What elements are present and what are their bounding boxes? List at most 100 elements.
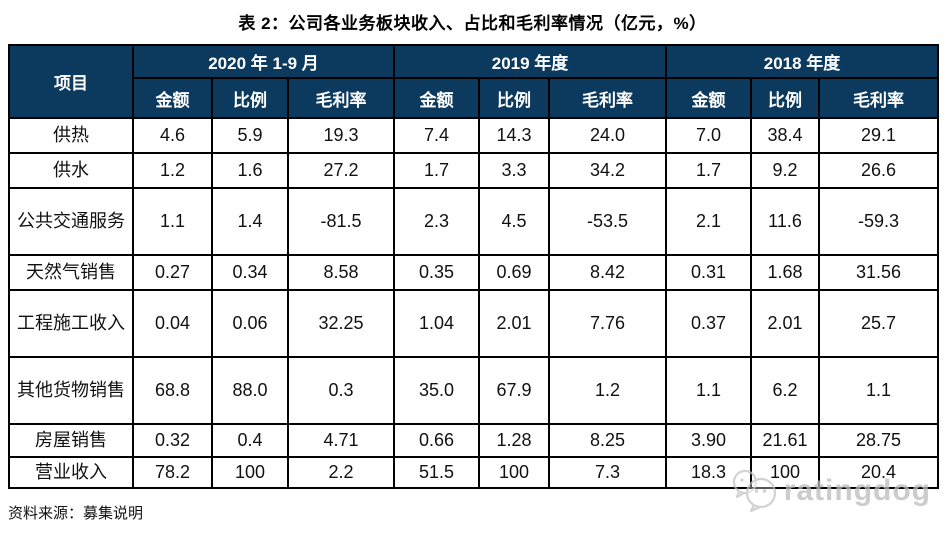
cell: 100 [750, 456, 821, 489]
cell: 19.3 [287, 117, 395, 154]
cell: 1.7 [665, 152, 753, 189]
cell: 51.5 [393, 456, 480, 489]
cell: 7.0 [665, 117, 753, 154]
cell: 5.9 [211, 117, 289, 154]
header-margin-2018: 毛利率 [818, 77, 940, 119]
cell: 2.01 [750, 289, 821, 358]
cell: 0.4 [211, 423, 289, 458]
cell: 0.37 [665, 289, 753, 358]
cell: 38.4 [750, 117, 821, 154]
cell: 34.2 [547, 152, 668, 189]
table-row: 工程施工收入 0.04 0.06 32.25 1.04 2.01 7.76 0.… [8, 289, 940, 358]
header-item: 项目 [8, 44, 134, 119]
row-label: 天然气销售 [8, 254, 134, 291]
cell: 7.4 [393, 117, 480, 154]
cell: 78.2 [132, 456, 213, 489]
business-segments-table: 项目 2020 年 1-9 月 2019 年度 2018 年度 金额 比例 毛利… [8, 44, 940, 489]
table-row: 供水 1.2 1.6 27.2 1.7 3.3 34.2 1.7 9.2 26.… [8, 152, 940, 189]
header-margin-2020: 毛利率 [287, 77, 395, 119]
cell: -81.5 [287, 187, 395, 256]
cell: 7.76 [547, 289, 668, 358]
cell: 20.4 [818, 456, 940, 489]
header-group-2019: 2019 年度 [392, 44, 668, 79]
cell: 32.25 [287, 289, 395, 358]
cell: 1.1 [665, 356, 753, 425]
cell: 0.06 [211, 289, 289, 358]
cell: 3.90 [665, 423, 753, 458]
cell: 26.6 [818, 152, 940, 189]
cell: 0.34 [211, 254, 289, 291]
cell: 1.1 [132, 187, 213, 256]
cell: 1.1 [818, 356, 940, 425]
row-label: 供热 [8, 117, 134, 154]
cell: 1.6 [211, 152, 289, 189]
header-amount-2018: 金额 [665, 77, 753, 119]
header-ratio-2019: 比例 [478, 77, 550, 119]
cell: 0.31 [665, 254, 753, 291]
cell: 1.7 [393, 152, 480, 189]
cell: 18.3 [665, 456, 753, 489]
cell: 29.1 [818, 117, 940, 154]
header-ratio-2018: 比例 [750, 77, 821, 119]
cell: 4.71 [287, 423, 395, 458]
header-margin-2019: 毛利率 [547, 77, 668, 119]
cell: 6.2 [750, 356, 821, 425]
cell: 7.3 [547, 456, 668, 489]
cell: 1.28 [478, 423, 550, 458]
cell: 1.68 [750, 254, 821, 291]
cell: -59.3 [818, 187, 940, 256]
cell: 88.0 [211, 356, 289, 425]
table-title: 表 2：公司各业务板块收入、占比和毛利率情况（亿元，%） [238, 14, 707, 33]
cell: 100 [211, 456, 289, 489]
cell: 4.6 [132, 117, 213, 154]
row-label: 工程施工收入 [8, 289, 134, 358]
row-label: 其他货物销售 [8, 356, 134, 425]
cell: 8.58 [287, 254, 395, 291]
cell: 1.04 [393, 289, 480, 358]
row-label: 营业收入 [8, 456, 134, 489]
cell: 0.04 [132, 289, 213, 358]
header-group-2018: 2018 年度 [665, 44, 940, 79]
cell: 2.1 [665, 187, 753, 256]
row-label: 公共交通服务 [8, 187, 134, 256]
cell: 1.2 [547, 356, 668, 425]
cell: 21.61 [750, 423, 821, 458]
table-row: 营业收入 78.2 100 2.2 51.5 100 7.3 18.3 100 … [8, 456, 940, 489]
cell: 8.42 [547, 254, 668, 291]
cell: 28.75 [818, 423, 940, 458]
cell: 100 [478, 456, 550, 489]
header-ratio-2020: 比例 [211, 77, 289, 119]
row-label: 供水 [8, 152, 134, 189]
cell: 25.7 [818, 289, 940, 358]
cell: 0.32 [132, 423, 213, 458]
cell: 14.3 [478, 117, 550, 154]
header-group-2020: 2020 年 1-9 月 [132, 44, 395, 79]
cell: -53.5 [547, 187, 668, 256]
table-row: 供热 4.6 5.9 19.3 7.4 14.3 24.0 7.0 38.4 2… [8, 117, 940, 154]
cell: 0.69 [478, 254, 550, 291]
cell: 2.3 [393, 187, 480, 256]
cell: 68.8 [132, 356, 213, 425]
header-amount-2019: 金额 [393, 77, 480, 119]
cell: 0.3 [287, 356, 395, 425]
cell: 8.25 [547, 423, 668, 458]
cell: 11.6 [750, 187, 821, 256]
table-row: 房屋销售 0.32 0.4 4.71 0.66 1.28 8.25 3.90 2… [8, 423, 940, 458]
cell: 3.3 [478, 152, 550, 189]
cell: 31.56 [818, 254, 940, 291]
cell: 35.0 [393, 356, 480, 425]
cell: 2.01 [478, 289, 550, 358]
header-amount-2020: 金额 [132, 77, 213, 119]
cell: 1.4 [211, 187, 289, 256]
cell: 4.5 [478, 187, 550, 256]
cell: 0.66 [393, 423, 480, 458]
source-note: 资料来源：募集说明 [8, 505, 144, 522]
row-label: 房屋销售 [8, 423, 134, 458]
cell: 9.2 [750, 152, 821, 189]
table-row: 公共交通服务 1.1 1.4 -81.5 2.3 4.5 -53.5 2.1 1… [8, 187, 940, 256]
cell: 67.9 [478, 356, 550, 425]
cell: 24.0 [547, 117, 668, 154]
cell: 1.2 [132, 152, 213, 189]
table-row: 其他货物销售 68.8 88.0 0.3 35.0 67.9 1.2 1.1 6… [8, 356, 940, 425]
